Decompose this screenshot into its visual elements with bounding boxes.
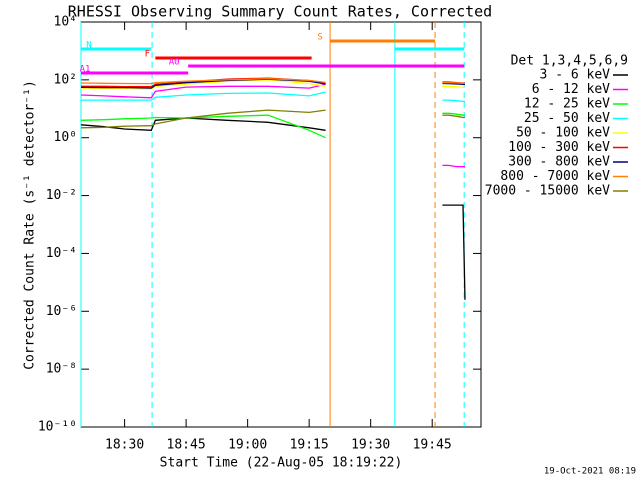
flag-label: A1: [80, 65, 91, 75]
series-line: [81, 78, 465, 85]
legend-label: 800 - 7000 keV: [500, 169, 610, 184]
x-tick-label: 18:30: [105, 438, 144, 453]
x-tick-label: 19:15: [290, 438, 329, 453]
legend-label: 7000 - 15000 keV: [485, 184, 610, 199]
legend-label: 50 - 100 keV: [516, 126, 610, 141]
legend-label: 25 - 50 keV: [524, 111, 610, 126]
legend-label: 3 - 6 keV: [540, 68, 611, 83]
y-tick-label: 10⁻⁴: [46, 246, 77, 261]
y-tick-label: 10²: [54, 72, 77, 87]
legend-label: 12 - 25 keV: [524, 97, 610, 112]
x-tick-label: 18:45: [167, 438, 206, 453]
series-line: [81, 109, 465, 129]
x-tick-label: 19:45: [413, 438, 452, 453]
legend-label: 100 - 300 keV: [508, 140, 610, 155]
plot-frame: [80, 21, 482, 428]
y-tick-label: 10⁰: [54, 130, 77, 145]
legend-label: 6 - 12 keV: [532, 82, 610, 97]
y-tick-label: 10⁴: [54, 15, 77, 30]
footer: 19-Oct-2021 08:19: [544, 467, 636, 477]
flag-label: A0: [169, 58, 180, 68]
series-line: [81, 91, 465, 103]
y-tick-label: 10⁻⁸: [46, 362, 77, 377]
x-tick-label: 19:30: [351, 438, 390, 453]
flag-label: F: [145, 50, 150, 60]
legend-label: 300 - 800 keV: [508, 155, 610, 170]
series-line: [81, 83, 465, 168]
legend-title: Det 1,3,4,5,6,9: [511, 54, 628, 69]
y-tick-label: 10⁻⁶: [46, 304, 77, 319]
y-tick-label: 10⁻¹⁰: [38, 420, 77, 435]
x-axis-label: Start Time (22-Aug-05 18:19:22): [160, 456, 403, 471]
flag-label: S: [317, 33, 322, 43]
chart-title: RHESSI Observing Summary Count Rates, Co…: [68, 3, 492, 21]
series-line: [81, 117, 466, 300]
x-tick-label: 19:00: [228, 438, 267, 453]
series-line: [81, 79, 465, 90]
y-axis-label: Corrected Count Rate (s⁻¹ detector⁻¹): [23, 80, 38, 370]
series-line: [81, 112, 465, 139]
flag-label: N: [86, 41, 91, 51]
y-tick-label: 10⁻²: [46, 188, 77, 203]
